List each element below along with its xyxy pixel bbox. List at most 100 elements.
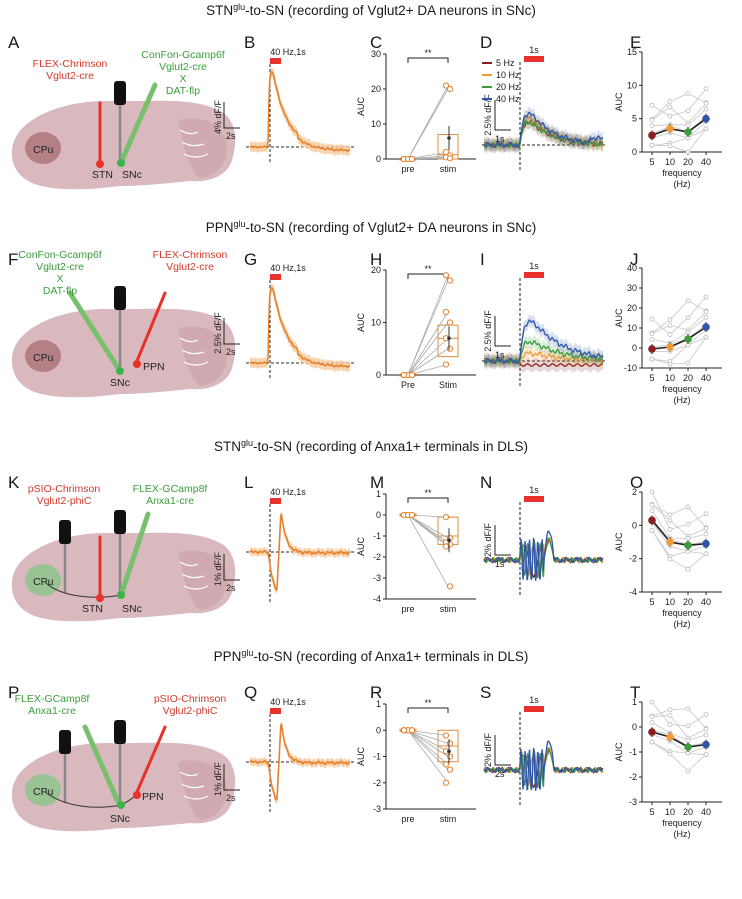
data-point-stim bbox=[442, 761, 450, 768]
y-axis-label: AUC bbox=[614, 92, 624, 112]
region-label-snc: SNc bbox=[122, 603, 142, 615]
subject-point bbox=[685, 91, 691, 96]
subject-point bbox=[649, 117, 655, 123]
data-point-stim bbox=[446, 85, 454, 93]
x-axis-unit: (Hz) bbox=[674, 395, 691, 405]
y-tick-label: 0 bbox=[632, 147, 637, 157]
pair-line bbox=[407, 322, 449, 376]
y-tick-label: -2 bbox=[373, 552, 381, 562]
mean-point bbox=[666, 343, 674, 351]
row-title-region: STN bbox=[206, 3, 233, 18]
stim-duration-label: 1s bbox=[529, 695, 539, 705]
panel-letter: P bbox=[8, 683, 19, 702]
x-category-label: pre bbox=[401, 164, 414, 174]
scale-bar-x-label: 2s bbox=[495, 769, 505, 779]
series-line-40hz bbox=[483, 319, 603, 365]
pair-line bbox=[407, 364, 449, 376]
sensor-label: Vglut2-cre bbox=[36, 261, 84, 273]
row-title-superscript: glu bbox=[233, 2, 245, 12]
panel-letter: L bbox=[244, 473, 253, 492]
x-tick-label: 40 bbox=[701, 807, 711, 817]
subject-line bbox=[651, 88, 707, 117]
panel-letter: G bbox=[244, 250, 257, 269]
trace-mean-line bbox=[249, 723, 351, 801]
y-tick-label: 20 bbox=[371, 265, 381, 275]
trace-mean-line bbox=[249, 286, 351, 369]
mean-line bbox=[651, 326, 707, 350]
subject-point bbox=[667, 113, 673, 119]
panel-letter: D bbox=[480, 33, 492, 52]
scale-bar bbox=[494, 735, 511, 766]
panel-letter: M bbox=[370, 473, 384, 492]
y-tick-label: -4 bbox=[629, 587, 637, 597]
legend-label: 10 Hz bbox=[496, 70, 520, 80]
subject-line bbox=[651, 503, 707, 528]
data-point-stim bbox=[442, 308, 450, 316]
row-title-region: PPN bbox=[214, 649, 242, 664]
subject-point bbox=[685, 315, 691, 321]
scale-bar-y-label: 2% dF/F bbox=[483, 522, 493, 557]
subject-point bbox=[649, 336, 655, 342]
panel-letter: N bbox=[480, 473, 492, 492]
subject-line bbox=[651, 518, 707, 545]
x-axis-label: frequency bbox=[662, 608, 702, 618]
scale-bar-y-label: 2.5% dF/F bbox=[213, 312, 223, 354]
x-tick-label: 40 bbox=[701, 597, 711, 607]
subject-line bbox=[651, 729, 707, 747]
trace-panel: 40 Hz,1s 1% dF/F2s bbox=[213, 697, 354, 812]
y-tick-label: -2 bbox=[629, 554, 637, 564]
stim-bar bbox=[524, 706, 544, 712]
row-title-rest: -to-SN (recording of Anxa1+ terminals in… bbox=[253, 439, 528, 454]
data-point-pre bbox=[408, 727, 416, 734]
striatum-region bbox=[25, 774, 61, 806]
x-axis-unit: (Hz) bbox=[674, 619, 691, 629]
subject-point bbox=[649, 356, 655, 362]
opsin-label: pSIO-Chrimson bbox=[28, 483, 101, 495]
subject-point bbox=[685, 329, 691, 335]
subject-line bbox=[651, 103, 707, 124]
subject-point bbox=[649, 527, 655, 533]
optic-fiber bbox=[82, 724, 121, 805]
stim-duration-label: 1s bbox=[529, 485, 539, 495]
y-tick-label: 0 bbox=[376, 510, 381, 520]
sensor-label: Vglut2-cre bbox=[159, 61, 207, 73]
injection-site-dot bbox=[133, 360, 141, 368]
y-tick-label: 30 bbox=[371, 49, 381, 59]
scale-bar-y-label: 2% dF/F bbox=[483, 732, 493, 767]
subject-point bbox=[703, 752, 709, 757]
subject-point bbox=[667, 518, 673, 523]
subject-point bbox=[667, 713, 673, 718]
mean-point bbox=[648, 516, 656, 525]
data-point-pre bbox=[408, 511, 416, 519]
row-title: PPNglu-to-SN (recording of Anxa1+ termin… bbox=[214, 648, 529, 664]
data-point-stim bbox=[446, 740, 454, 747]
scale-bar-y-label: 4% dF/F bbox=[213, 99, 223, 134]
opsin-label: Vglut2-phiC bbox=[37, 495, 92, 507]
y-axis-label: AUC bbox=[614, 742, 624, 762]
subject-line bbox=[651, 510, 707, 539]
legend-label: 20 Hz bbox=[496, 82, 520, 92]
mean-point bbox=[648, 345, 656, 353]
subject-point bbox=[703, 126, 709, 132]
subject-point bbox=[649, 714, 655, 720]
striatum-region bbox=[25, 340, 61, 372]
x-tick-label: 10 bbox=[665, 373, 675, 383]
y-tick-label: 1 bbox=[376, 699, 381, 709]
subject-line bbox=[651, 296, 707, 336]
subject-point bbox=[667, 104, 673, 110]
y-tick-label: 10 bbox=[627, 323, 637, 333]
x-axis-label: frequency bbox=[662, 384, 702, 394]
injection-site-dot bbox=[96, 594, 104, 602]
subject-point bbox=[667, 707, 673, 713]
stim-bar bbox=[270, 708, 281, 714]
scale-bar-x-label: 1s bbox=[495, 350, 505, 360]
scale-bar-x-label: 2s bbox=[226, 793, 236, 803]
fiber-ferrule bbox=[59, 520, 71, 544]
region-label-source: STN bbox=[92, 169, 113, 181]
y-tick-label: 0 bbox=[632, 343, 637, 353]
region-label-snc: SNc bbox=[110, 813, 130, 825]
subject-point bbox=[703, 106, 709, 112]
subject-line bbox=[651, 530, 707, 557]
